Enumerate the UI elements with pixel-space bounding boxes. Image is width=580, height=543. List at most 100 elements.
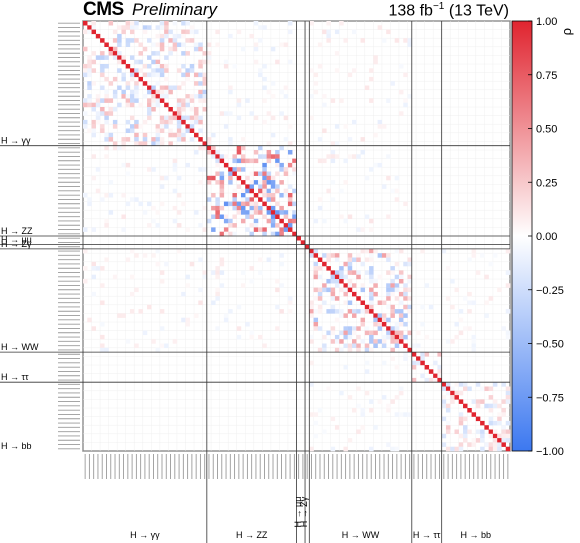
- matrix-cell: [505, 429, 511, 434]
- matrix-cell: [232, 201, 237, 207]
- matrix-cell: [262, 231, 267, 237]
- diagonal-cell: [155, 94, 161, 99]
- matrix-cell: [121, 137, 126, 142]
- matrix-cell: [386, 330, 391, 336]
- matrix-cell: [262, 119, 267, 125]
- luminosity-label: 138 fb−1 (13 TeV): [388, 2, 509, 19]
- matrix-cell: [155, 223, 161, 228]
- matrix-cell: [185, 38, 190, 43]
- matrix-cell: [364, 369, 370, 374]
- matrix-cell: [287, 150, 293, 155]
- matrix-cell: [185, 227, 190, 232]
- matrix-cell: [330, 141, 336, 146]
- matrix-cell: [172, 167, 178, 172]
- matrix-cell: [445, 339, 451, 344]
- diagonal-cell: [91, 29, 97, 35]
- diagonal-cell: [411, 352, 417, 357]
- matrix-cell: [287, 141, 293, 146]
- matrix-cell: [228, 309, 233, 314]
- matrix-cell: [398, 412, 404, 417]
- matrix-cell: [223, 227, 229, 232]
- matrix-cell: [240, 197, 246, 202]
- matrix-cell: [215, 180, 220, 185]
- matrix-cell: [347, 334, 353, 340]
- matrix-cell: [155, 81, 161, 86]
- matrix-cell: [164, 175, 169, 181]
- matrix-cell: [198, 81, 203, 86]
- matrix-cell: [437, 352, 442, 357]
- matrix-cell: [373, 55, 378, 60]
- matrix-cell: [416, 343, 421, 348]
- matrix-cell: [343, 313, 348, 318]
- matrix-cell: [202, 94, 208, 99]
- matrix-cell: [326, 330, 331, 336]
- matrix-cell: [347, 309, 353, 314]
- matrix-cell: [317, 291, 323, 297]
- matrix-cell: [181, 132, 186, 138]
- matrix-cell: [185, 51, 190, 56]
- matrix-cell: [232, 205, 237, 211]
- matrix-cell: [87, 81, 92, 86]
- matrix-cell: [279, 309, 284, 314]
- matrix-cell: [373, 322, 378, 327]
- matrix-cell: [134, 81, 139, 86]
- matrix-cell: [223, 218, 229, 224]
- matrix-cell: [185, 94, 190, 99]
- matrix-cell: [369, 253, 374, 258]
- matrix-cell: [386, 403, 391, 409]
- matrix-cell: [275, 188, 280, 194]
- matrix-cell: [360, 425, 366, 430]
- diagonal-cell: [398, 339, 404, 344]
- matrix-cell: [155, 261, 161, 267]
- diagonal-cell: [420, 360, 425, 366]
- colorbar-tick-label: 0.25: [536, 177, 557, 189]
- diagonal-cell: [373, 313, 378, 318]
- matrix-cell: [497, 442, 502, 447]
- matrix-cell: [322, 94, 327, 99]
- matrix-cell: [104, 89, 109, 95]
- matrix-cell: [313, 72, 319, 78]
- matrix-cell: [258, 68, 263, 73]
- matrix-cell: [129, 72, 135, 78]
- matrix-cell: [471, 442, 477, 447]
- matrix-cell: [497, 433, 502, 439]
- matrix-cell: [377, 162, 383, 168]
- matrix-cell: [83, 248, 88, 254]
- matrix-cell: [441, 248, 447, 254]
- matrix-cell: [437, 365, 442, 370]
- matrix-cell: [189, 119, 195, 125]
- matrix-cell: [309, 313, 314, 318]
- matrix-cell: [467, 429, 472, 434]
- matrix-cell: [330, 154, 336, 159]
- matrix-cell: [172, 38, 178, 43]
- matrix-cell: [463, 425, 468, 430]
- matrix-cell: [91, 107, 97, 112]
- matrix-cell: [386, 214, 391, 219]
- matrix-cell: [134, 59, 139, 65]
- matrix-cell: [125, 81, 131, 86]
- matrix-cell: [176, 102, 182, 108]
- matrix-cell: [283, 214, 289, 219]
- matrix-cell: [480, 446, 485, 452]
- matrix-cell: [87, 197, 92, 202]
- matrix-cell: [155, 137, 161, 142]
- matrix-cell: [198, 180, 203, 185]
- diagonal-cell: [441, 382, 447, 387]
- matrix-cell: [134, 137, 139, 142]
- matrix-cell: [266, 257, 272, 262]
- matrix-cell: [253, 205, 259, 211]
- matrix-cell: [181, 107, 186, 112]
- matrix-cell: [403, 322, 408, 327]
- matrix-cell: [445, 266, 451, 271]
- matrix-cell: [155, 124, 161, 129]
- matrix-cell: [194, 119, 199, 125]
- matrix-cell: [390, 356, 395, 361]
- matrix-cell: [129, 89, 135, 95]
- matrix-cell: [185, 274, 190, 280]
- matrix-cell: [381, 334, 387, 340]
- matrix-cell: [394, 322, 400, 327]
- matrix-cell: [223, 313, 229, 318]
- matrix-cell: [253, 158, 259, 164]
- matrix-cell: [356, 386, 361, 391]
- matrix-cell: [125, 94, 131, 99]
